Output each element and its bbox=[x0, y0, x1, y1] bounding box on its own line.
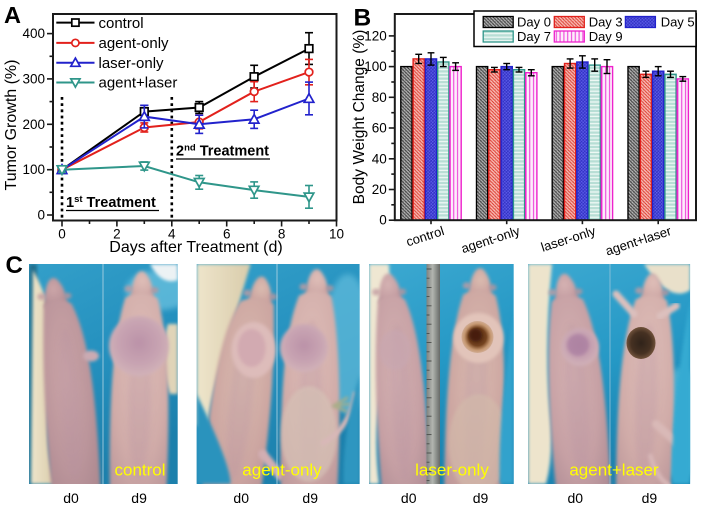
svg-text:Day 5: Day 5 bbox=[661, 15, 695, 30]
svg-text:d0: d0 bbox=[233, 490, 249, 506]
svg-text:laser-only: laser-only bbox=[539, 223, 598, 255]
svg-text:6: 6 bbox=[223, 227, 231, 242]
svg-text:80: 80 bbox=[372, 90, 387, 105]
svg-text:d0: d0 bbox=[401, 490, 417, 506]
svg-text:d0: d0 bbox=[568, 490, 584, 506]
svg-text:Day 0: Day 0 bbox=[517, 15, 551, 30]
svg-text:8: 8 bbox=[278, 227, 286, 242]
svg-text:laser-only: laser-only bbox=[99, 55, 165, 72]
svg-text:control: control bbox=[99, 15, 144, 32]
svg-text:d9: d9 bbox=[131, 490, 147, 506]
svg-text:Day 7: Day 7 bbox=[517, 29, 551, 44]
svg-text:C: C bbox=[6, 252, 23, 279]
svg-text:40: 40 bbox=[372, 151, 387, 166]
svg-text:agent+laser: agent+laser bbox=[604, 223, 674, 259]
svg-text:Tumor Growth (%): Tumor Growth (%) bbox=[3, 60, 20, 191]
svg-text:100: 100 bbox=[364, 59, 387, 74]
svg-text:20: 20 bbox=[372, 182, 387, 197]
svg-text:control: control bbox=[114, 461, 165, 480]
svg-text:d9: d9 bbox=[642, 490, 658, 506]
svg-text:agent+laser: agent+laser bbox=[99, 75, 178, 92]
svg-text:A: A bbox=[4, 2, 21, 28]
svg-text:200: 200 bbox=[22, 117, 45, 132]
svg-text:60: 60 bbox=[372, 121, 387, 136]
svg-text:Days after Treatment (d): Days after Treatment (d) bbox=[109, 239, 282, 256]
svg-text:4: 4 bbox=[168, 227, 176, 242]
svg-text:0: 0 bbox=[37, 208, 45, 223]
svg-text:100: 100 bbox=[22, 162, 45, 177]
svg-text:Body Weight Change (%): Body Weight Change (%) bbox=[351, 30, 368, 205]
svg-text:d9: d9 bbox=[473, 490, 489, 506]
svg-text:120: 120 bbox=[364, 28, 387, 43]
svg-text:agent-only: agent-only bbox=[99, 35, 170, 52]
svg-text:laser-only: laser-only bbox=[415, 461, 489, 480]
svg-text:agent-only: agent-only bbox=[242, 461, 322, 480]
svg-text:2: 2 bbox=[113, 227, 121, 242]
svg-text:10: 10 bbox=[329, 227, 344, 242]
svg-text:1st Treatment: 1st Treatment bbox=[66, 194, 156, 211]
svg-text:agent+laser: agent+laser bbox=[569, 461, 659, 480]
svg-text:300: 300 bbox=[22, 71, 45, 86]
svg-text:Day 9: Day 9 bbox=[589, 29, 623, 44]
svg-text:400: 400 bbox=[22, 26, 45, 41]
svg-text:d0: d0 bbox=[63, 490, 79, 506]
svg-text:d9: d9 bbox=[302, 490, 318, 506]
svg-text:Day 3: Day 3 bbox=[589, 15, 623, 30]
svg-text:B: B bbox=[354, 5, 372, 32]
svg-text:0: 0 bbox=[379, 213, 387, 228]
svg-text:2nd Treatment: 2nd Treatment bbox=[176, 143, 269, 160]
svg-text:0: 0 bbox=[58, 227, 66, 242]
svg-text:control: control bbox=[404, 223, 446, 249]
svg-text:agent-only: agent-only bbox=[459, 223, 522, 256]
